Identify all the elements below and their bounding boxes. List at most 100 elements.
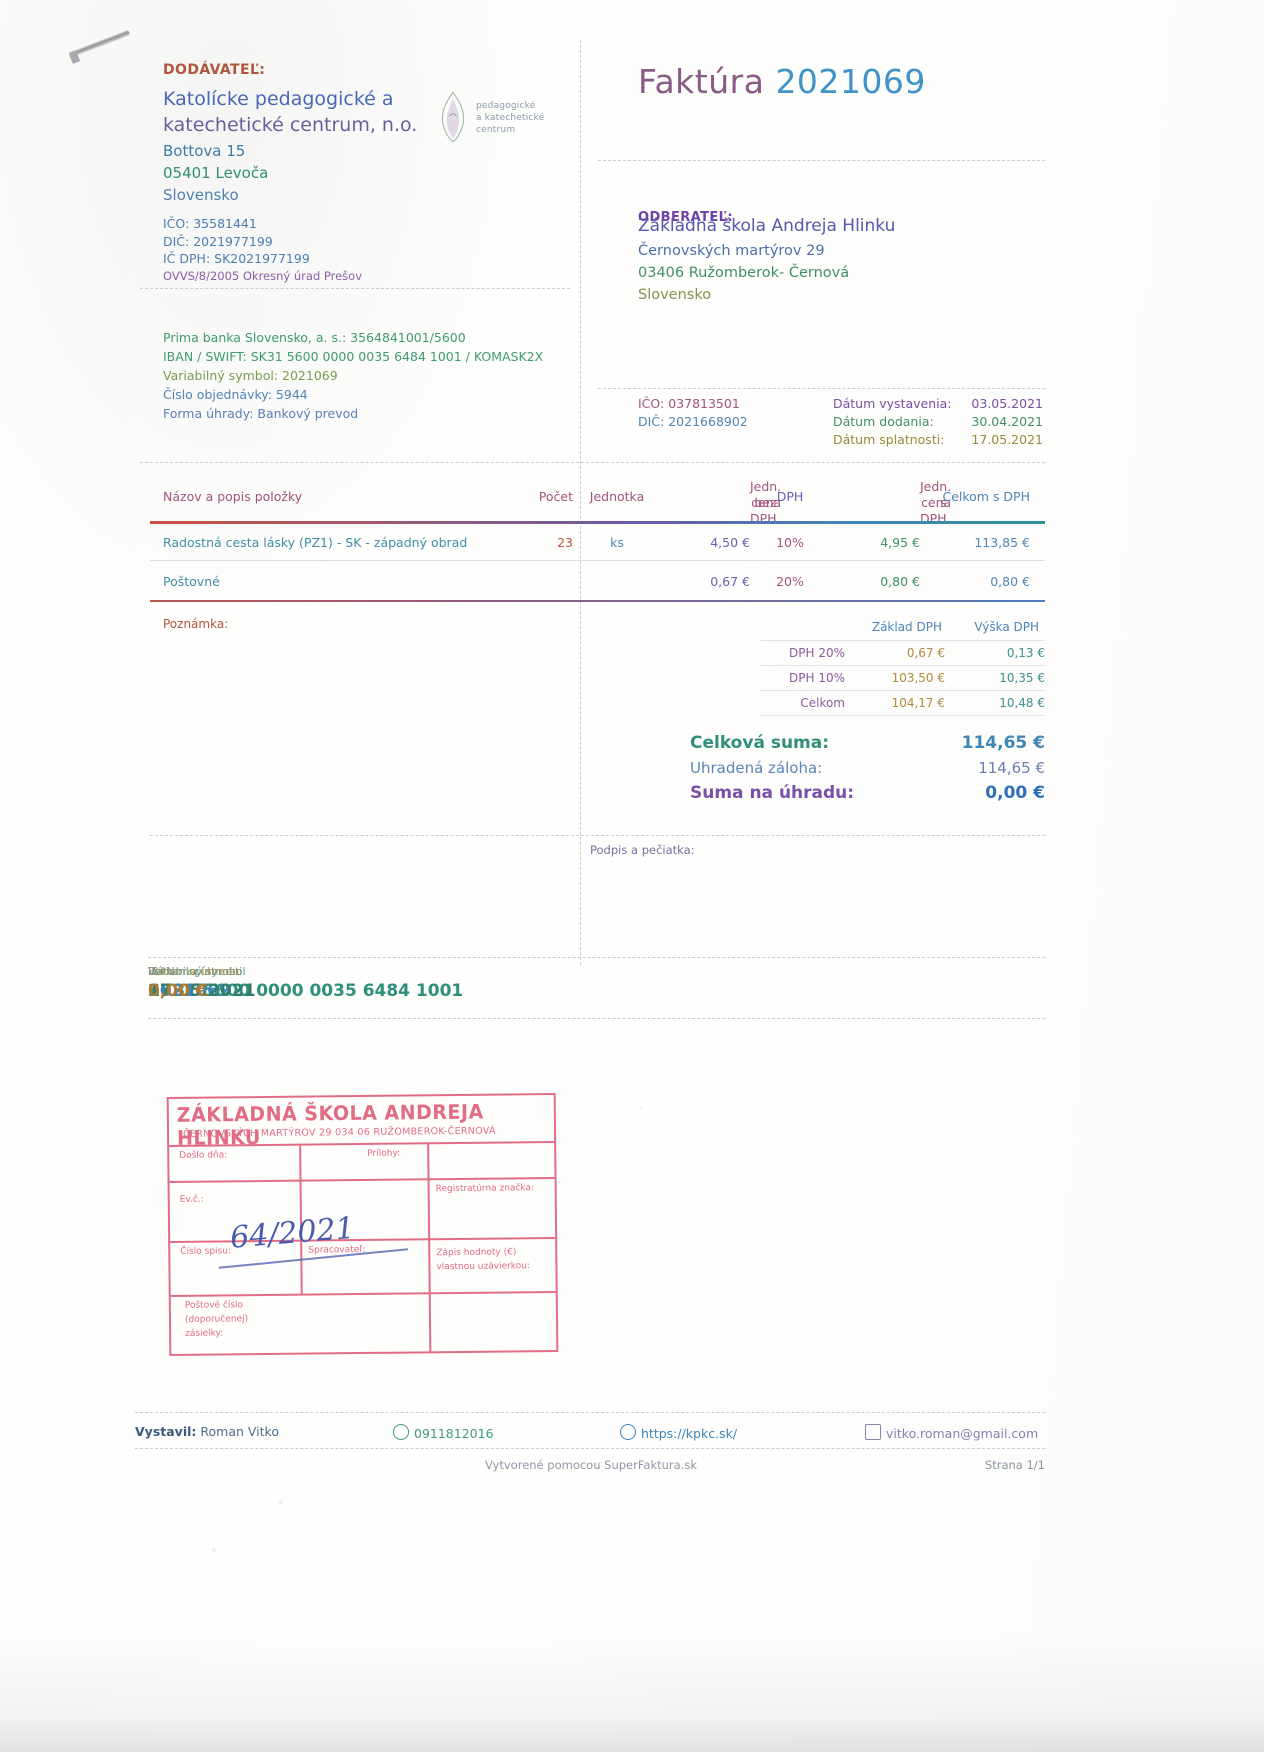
reception-stamp: ZÁKLADNÁ ŠKOLA ANDREJA HLINKU ČERNOVSKÝC… — [166, 1092, 559, 1357]
vat-header-base: Základ DPH — [871, 620, 942, 634]
date-value-due: 17.05.2021 — [971, 432, 1043, 447]
footer-issued-by: Vystavil: Roman Vitko — [135, 1424, 279, 1439]
header-price-vat: Jedn. cena s DPH — [840, 479, 951, 526]
divider-above-customer — [598, 160, 1045, 161]
header-qty: Počet — [538, 489, 573, 504]
row-price-vat: 0,80 € — [880, 574, 920, 589]
row-name: Radostná cesta lásky (PZ1) - SK - západn… — [163, 535, 468, 550]
supplier-ico: IČO: 35581441 — [163, 216, 257, 231]
paid-advance-value: 114,65 € — [978, 759, 1045, 777]
table-header-row: Názov a popis položky Počet Jednotka Jed… — [150, 473, 1045, 526]
amount-due-row: Suma na úhradu: 0,00 € — [690, 780, 1045, 806]
supplier-dic: DIČ: 2021977199 — [163, 233, 273, 249]
logo-line1: pedagogické — [476, 101, 536, 111]
footer-divider — [135, 1448, 1045, 1449]
vat-summary-header: Základ DPH Výška DPH — [760, 620, 1045, 640]
date-label-delivery: Dátum dodania: — [833, 414, 934, 429]
invoice-number: 2021069 — [775, 62, 926, 101]
customer-ico: IČO: 037813501 — [638, 396, 740, 411]
row-price-vat: 4,95 € — [880, 535, 920, 550]
table-bottom-rule — [150, 600, 1045, 602]
row-qty: 23 — [557, 535, 573, 550]
mail-icon — [865, 1424, 881, 1440]
vat-header-amount: Výška DPH — [974, 620, 1039, 634]
vat-row-base: 0,67 € — [906, 646, 945, 660]
supplier-street: Bottova 15 — [163, 142, 246, 160]
paid-advance-label: Uhradená záloha: — [690, 759, 823, 777]
total-sum-label: Celková suma: — [690, 733, 830, 753]
strip-vs-value: 2021069 — [148, 981, 231, 1001]
row-unit: ks — [610, 535, 624, 550]
page-footer: Vystavil: Roman Vitko 0911812016 https:/… — [135, 1420, 1045, 1450]
strip-iban-value: SK31 5600 0000 0035 6484 1001 — [148, 981, 464, 1001]
supplier-name-line1: Katolícke pedagogické a — [163, 88, 394, 110]
customer-identifiers: IČO: 037813501 DIČ: 2021668902 — [638, 395, 748, 431]
footer-generator: Vytvorené pomocou SuperFaktura.sk — [485, 1458, 697, 1472]
stamp-field-zapis: Zápis hodnoty (€) — [436, 1247, 517, 1259]
stamp-line — [169, 1176, 555, 1184]
vat-row-base: 104,17 € — [891, 696, 945, 710]
divider-below-strip — [148, 1018, 1045, 1019]
header-price-no-vat: Jedn. cena bez DPH — [670, 479, 781, 526]
strip-due-value: 17.05.2021 — [148, 981, 256, 1001]
row-price-no-vat: 0,67 € — [710, 574, 750, 589]
divider-supplier-bank — [140, 288, 570, 289]
footer-web[interactable]: https://kpkc.sk/ — [620, 1424, 737, 1441]
header-vat: DPH — [776, 489, 804, 504]
row-total: 113,85 € — [974, 535, 1030, 550]
vat-row-name: DPH 20% — [789, 646, 845, 660]
customer-dic: DIČ: 2021668902 — [638, 414, 748, 429]
total-sum-row: Celková suma: 114,65 € — [690, 730, 1045, 756]
footer-page-number: Strana 1/1 — [984, 1458, 1045, 1472]
divider-above-ids — [598, 388, 1045, 389]
invoice-dates: Dátum vystavenia: 03.05.2021 Dátum dodan… — [833, 395, 1043, 449]
strip-amount-value: 0,00 € — [148, 981, 208, 1001]
strip-iban-label: IBAN — [148, 965, 175, 978]
bank-account: Prima banka Slovensko, a. s.: 3564841001… — [163, 330, 466, 345]
items-table: Názov a popis položky Počet Jednotka Jed… — [150, 473, 1045, 526]
footer-phone: 0911812016 — [393, 1424, 494, 1441]
stamp-line — [427, 1142, 432, 1352]
bank-payment-form: Forma úhrady: Bankový prevod — [163, 406, 359, 421]
supplier-city: 05401 Levoča — [163, 164, 269, 182]
date-row-due: Dátum splatnosti: 17.05.2021 — [833, 431, 1043, 449]
bank-details: Prima banka Slovensko, a. s.: 3564841001… — [163, 328, 583, 423]
staple-mark-icon — [68, 24, 136, 67]
footer-email-value: vitko.roman@gmail.com — [886, 1426, 1039, 1441]
flame-logo-icon — [441, 91, 465, 143]
header-total: Celkom s DPH — [942, 489, 1030, 504]
vat-row-amount: 10,35 € — [999, 671, 1045, 685]
vat-summary-row: DPH 10% 103,50 € 10,35 € — [760, 665, 1045, 690]
bank-variable-symbol: Variabilný symbol: 2021069 — [163, 368, 338, 383]
company-logo: pedagogické a katechetické centrum — [430, 88, 550, 150]
strip-amount-label: Suma na úhradu — [148, 965, 240, 978]
stamp-line — [170, 1290, 556, 1298]
divider-above-signature — [150, 835, 1045, 836]
vat-summary-row: DPH 20% 0,67 € 0,13 € — [760, 640, 1045, 665]
note-label: Poznámka: — [163, 617, 229, 631]
customer-address: Černovských martýrov 29 03406 Ružomberok… — [638, 240, 1038, 306]
stamp-field-evc: Ev.č.: — [179, 1194, 204, 1205]
row-total: 0,80 € — [990, 574, 1030, 589]
stamp-field-registr: Registratúrna značka: — [435, 1183, 535, 1195]
header-unit: Jednotka — [589, 489, 645, 504]
footer-issued-by-value: Roman Vitko — [200, 1424, 279, 1439]
vat-row-name: Celkom — [800, 696, 845, 710]
supplier-heading: DODÁVATEĽ: — [163, 62, 266, 78]
customer-name: Základná škola Andreja Hlinku — [638, 216, 896, 236]
supplier-identifiers: IČO: 35581441 DIČ: 2021977199 IČ DPH: SK… — [163, 215, 563, 285]
customer-country: Slovensko — [638, 287, 712, 303]
totals-block: Celková suma: 114,65 € Uhradená záloha: … — [690, 730, 1045, 806]
amount-due-value: 0,00 € — [985, 783, 1045, 803]
row-vat: 10% — [776, 535, 804, 550]
footer-email[interactable]: vitko.roman@gmail.com — [865, 1424, 1038, 1441]
stamp-field-zapis2: vlastnou uzávierkou: — [436, 1261, 530, 1273]
table-row: Poštovné 0,67 € 20% 0,80 € 0,80 € — [150, 563, 1045, 601]
invoice-title-word: Faktúra — [638, 62, 765, 101]
logo-text: pedagogické a katechetické centrum — [476, 100, 544, 136]
stamp-line — [170, 1236, 556, 1244]
stamp-field-prilohy: Prílohy: — [367, 1148, 401, 1159]
vat-summary-row: Celkom 104,17 € 10,48 € — [760, 690, 1045, 716]
supplier-name: Katolícke pedagogické a katechetické cen… — [163, 86, 543, 138]
